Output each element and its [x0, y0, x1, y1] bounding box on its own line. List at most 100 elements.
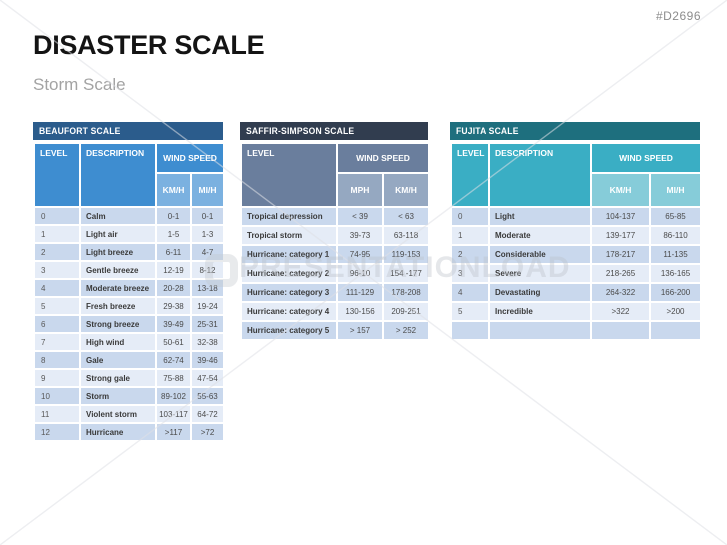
- table-cell: [488, 320, 592, 341]
- table-cell: Storm: [79, 386, 157, 406]
- wind-speed-header: WIND SPEED: [590, 142, 702, 174]
- page-subtitle: Storm Scale: [33, 75, 126, 94]
- table-header: LEVEL DESCRIPTION WIND SPEED KM/H MI/H: [33, 142, 225, 208]
- unit-header: MI/H: [649, 172, 702, 208]
- table-row: 4 Moderate breeze 20-28 13-18: [33, 278, 225, 298]
- table-title-bar: FUJITA SCALE: [450, 122, 700, 140]
- table-cell: 86-110: [649, 225, 702, 246]
- table-row: Hurricane: category 3 111-129 178-208: [240, 282, 430, 303]
- page-title: DISASTER SCALE: [33, 30, 265, 60]
- table-cell: 19-24: [190, 296, 225, 316]
- table-title: BEAUFORT SCALE: [39, 126, 121, 136]
- table-row: 1 Moderate 139-177 86-110: [450, 225, 702, 246]
- table-cell: 10: [33, 386, 81, 406]
- table-row: 4 Devastating 264-322 166-200: [450, 282, 702, 303]
- table-title-bar: BEAUFORT SCALE: [33, 122, 223, 140]
- table-cell: 20-28: [155, 278, 192, 298]
- table-cell: 74-95: [336, 244, 384, 265]
- table-cell: 25-31: [190, 314, 225, 334]
- table-cell: 4: [33, 278, 81, 298]
- table-cell: 7: [33, 332, 81, 352]
- fujita-table: FUJITA SCALE LEVEL DESCRIPTION WIND SPEED KM…: [450, 122, 702, 341]
- column-header: LEVEL: [240, 142, 338, 208]
- table-cell: 75-88: [155, 368, 192, 388]
- table-cell: 11: [33, 404, 81, 424]
- table-cell: 218-265: [590, 263, 651, 284]
- table-cell: < 63: [382, 206, 430, 227]
- table-cell: 104-137: [590, 206, 651, 227]
- table-cell: 47-54: [190, 368, 225, 388]
- header-row: LEVEL WIND SPEED: [240, 142, 430, 208]
- header-row: LEVEL DESCRIPTION WIND SPEED: [33, 142, 225, 208]
- column-header: DESCRIPTION: [79, 142, 157, 208]
- table-cell: 264-322: [590, 282, 651, 303]
- table-body: 0 Light 104-137 65-85 1 Moderate 139-177 86-110…: [450, 206, 702, 341]
- table-cell: 6: [33, 314, 81, 334]
- table-row: 2 Considerable 178-217 11-135: [450, 244, 702, 265]
- table-cell: [649, 320, 702, 341]
- saffir-simpson-table: SAFFIR-SIMPSON SCALE LEVEL WIND SPEED MPH KM…: [240, 122, 430, 341]
- table-cell: 178-208: [382, 282, 430, 303]
- table-row: Hurricane: category 1 74-95 119-153: [240, 244, 430, 265]
- wind-speed-header: WIND SPEED: [155, 142, 225, 174]
- table-cell: 130-156: [336, 301, 384, 322]
- table-cell: 39-46: [190, 350, 225, 370]
- beaufort-table: BEAUFORT SCALE LEVEL DESCRIPTION WIND SPEED…: [33, 122, 225, 442]
- table-cell: 154 -177: [382, 263, 430, 284]
- unit-header: KM/H: [382, 172, 430, 208]
- table-row: 6 Strong breeze 39-49 25-31: [33, 314, 225, 334]
- column-header: LEVEL: [450, 142, 490, 208]
- table-cell: 6-11: [155, 242, 192, 262]
- table-cell: Tropical storm: [240, 225, 338, 246]
- table-cell: 55-63: [190, 386, 225, 406]
- table-cell: Strong breeze: [79, 314, 157, 334]
- table-cell: 5: [33, 296, 81, 316]
- column-header: DESCRIPTION: [488, 142, 592, 208]
- table-row: Tropical storm 39-73 63-118: [240, 225, 430, 246]
- table-cell: Violent storm: [79, 404, 157, 424]
- table-row: 8 Gale 62-74 39-46: [33, 350, 225, 370]
- table-cell: 1-5: [155, 224, 192, 244]
- table-cell: Hurricane: category 3: [240, 282, 338, 303]
- table-cell: Light air: [79, 224, 157, 244]
- table-title: FUJITA SCALE: [456, 126, 519, 136]
- table-row: 0 Calm 0-1 0-1: [33, 206, 225, 226]
- table-row: 3 Severe 218-265 136-165: [450, 263, 702, 284]
- table-cell: Hurricane: [79, 422, 157, 442]
- table-title: SAFFIR-SIMPSON SCALE: [246, 126, 355, 136]
- table-cell: >322: [590, 301, 651, 322]
- table-cell: 62-74: [155, 350, 192, 370]
- table-cell: 63-118: [382, 225, 430, 246]
- table-row: 7 High wind 50-61 32-38: [33, 332, 225, 352]
- table-cell: 2: [33, 242, 81, 262]
- table-cell: Hurricane: category 5: [240, 320, 338, 341]
- table-cell: 178-217: [590, 244, 651, 265]
- table-cell: 1-3: [190, 224, 225, 244]
- column-header: LEVEL: [33, 142, 81, 208]
- table-cell: 8-12: [190, 260, 225, 280]
- table-row: 12 Hurricane >117 >72: [33, 422, 225, 442]
- table-cell: Considerable: [488, 244, 592, 265]
- table-cell: Moderate: [488, 225, 592, 246]
- table-cell: >200: [649, 301, 702, 322]
- unit-header: KM/H: [590, 172, 651, 208]
- table-row: 3 Gentle breeze 12-19 8-12: [33, 260, 225, 280]
- table-cell: > 157: [336, 320, 384, 341]
- table-cell: 0: [33, 206, 81, 226]
- unit-header: KM/H: [155, 172, 192, 208]
- beaufort-grid: LEVEL DESCRIPTION WIND SPEED KM/H MI/H 0 Calm 0…: [33, 142, 225, 442]
- wind-speed-header: WIND SPEED: [336, 142, 430, 174]
- table-header: LEVEL WIND SPEED MPH KM/H: [240, 142, 430, 208]
- table-cell: 8: [33, 350, 81, 370]
- table-cell: 89-102: [155, 386, 192, 406]
- saffir-simpson-grid: LEVEL WIND SPEED MPH KM/H Tropical depressio…: [240, 142, 430, 341]
- table-cell: 103-117: [155, 404, 192, 424]
- table-body: Tropical depression < 39 < 63 Tropical stor…: [240, 206, 430, 341]
- table-cell: Tropical depression: [240, 206, 338, 227]
- table-cell: Gentle breeze: [79, 260, 157, 280]
- table-cell: 0-1: [190, 206, 225, 226]
- table-cell: 12-19: [155, 260, 192, 280]
- table-cell: Incredible: [488, 301, 592, 322]
- table-cell: 64-72: [190, 404, 225, 424]
